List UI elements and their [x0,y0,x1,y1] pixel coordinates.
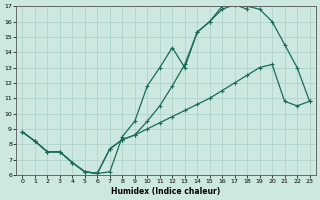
X-axis label: Humidex (Indice chaleur): Humidex (Indice chaleur) [111,187,221,196]
